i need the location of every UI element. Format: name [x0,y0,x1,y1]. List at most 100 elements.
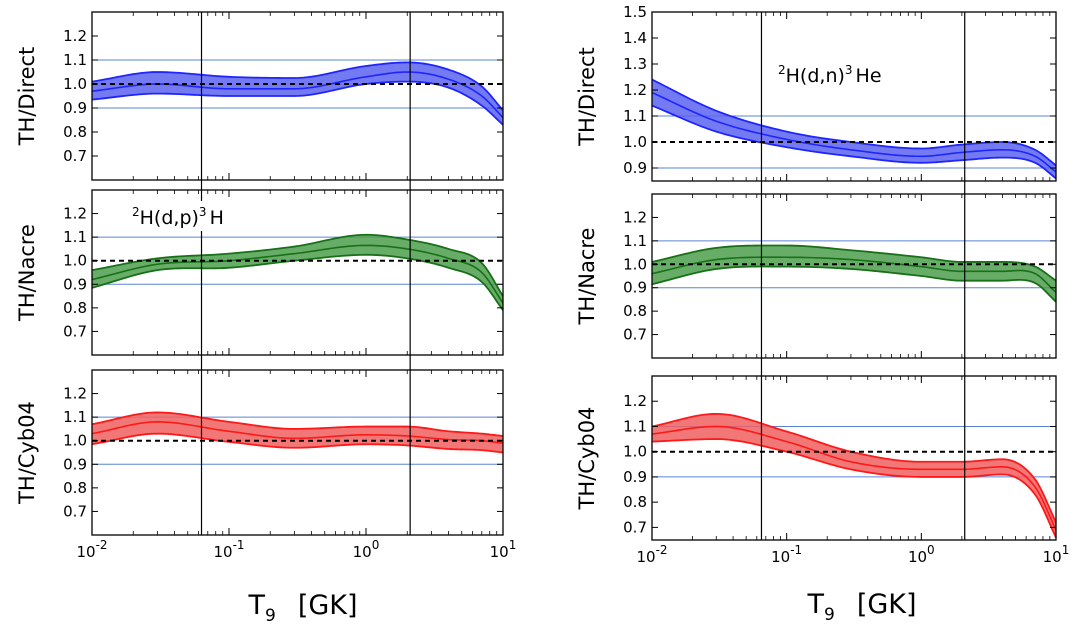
reaction-label: 2H(d,p)3 H [132,205,224,229]
band-lower-line [651,265,1057,303]
panel-frame [91,189,504,356]
x-tick-label: 101 [490,538,517,561]
x-tick-exponent: 1 [509,538,517,552]
y-tick-label: 1.2 [623,208,647,226]
x-tick-base: 10 [76,543,95,561]
uncertainty-band [92,62,503,125]
reaction-superscript: 2 [132,205,140,219]
y-tick-label: 1.1 [63,228,87,246]
uncertainty-band [652,413,1056,538]
y-tick-label: 1.2 [63,27,87,45]
y-tick-label: 0.7 [623,326,647,344]
uncertainty-band [652,79,1056,179]
y-tick-label: 0.9 [63,455,87,473]
y-tick-label: 1.1 [63,408,87,426]
band-upper-line [91,61,504,111]
panel-left-0: 0.7 0.8 0.9 1.0 1.1 1.2 TH/Direct [15,11,504,181]
reaction-label: 2H(d,n)3 He [778,63,882,87]
y-tick-label: 0.7 [63,147,87,165]
y-axis-label: TH/Direct [575,47,599,147]
x-axis-label-main: T [806,589,824,620]
y-tick-label: 1.2 [63,205,87,223]
panel-frame [91,369,504,536]
y-tick-label: 0.8 [63,479,87,497]
x-tick-label: 10-1 [771,543,802,566]
panel-frame [91,11,504,181]
band-lower-line [91,432,504,454]
x-axis-label-unit: [GK] [298,590,358,621]
x-tick-base: 10 [213,543,232,561]
x-tick-label: 10-1 [213,538,244,561]
x-tick-base: 10 [908,548,927,566]
chart-left: 0.7 0.8 0.9 1.0 1.1 1.2 TH/Direct 0.7 0.8 0.9 1.0 1… [15,11,517,626]
x-axis-label: T9 [GK] [247,590,357,626]
central-line [651,91,1057,173]
y-tick-label: 0.8 [63,123,87,141]
x-tick-exponent: 1 [1062,543,1070,557]
y-tick-label: 0.9 [623,279,647,297]
panel-left-2: 0.7 0.8 0.9 1.0 1.1 1.2 TH/Cyb04 [15,369,504,536]
x-axis-label-main: T [247,590,265,621]
y-tick-label: 1.5 [623,3,647,21]
y-tick-label: 1.1 [623,232,647,250]
x-tick-label: 10-2 [76,538,107,561]
y-tick-label: 0.7 [63,322,87,340]
y-tick-label: 0.9 [63,275,87,293]
panel-frame [651,375,1057,541]
y-tick-label: 1.0 [63,252,87,270]
central-line [651,256,1057,293]
x-tick-exponent: 0 [927,543,935,557]
band-upper-line [91,233,504,297]
reaction-text: He [856,65,882,87]
reaction-label-bg [128,201,276,231]
uncertainty-band [652,245,1056,302]
y-tick-label: 1.0 [623,443,647,461]
x-tick-exponent: -1 [233,538,245,552]
y-tick-label: 0.8 [623,493,647,511]
panel-right-2: 0.7 0.8 0.9 1.0 1.1 1.2 TH/Cyb04 [575,375,1057,541]
x-tick-exponent: -2 [656,543,668,557]
chart-right: 0.9 1.0 1.1 1.2 1.3 1.4 1.5 TH/Direct 0.7 0.8 0.9 1… [575,3,1069,625]
reaction-superscript: 3 [199,205,207,219]
x-tick-exponent: -2 [96,538,108,552]
x-tick-label: 101 [1043,543,1070,566]
uncertainty-band [92,234,503,311]
panel-left-1: 0.7 0.8 0.9 1.0 1.1 1.2 TH/Nacre [15,189,504,356]
band-upper-line [651,412,1057,523]
y-tick-label: 0.8 [63,299,87,317]
panel-right-1: 0.7 0.8 0.9 1.0 1.1 1.2 TH/Nacre [575,193,1057,359]
x-tick-base: 10 [353,543,372,561]
band-upper-line [91,411,504,437]
y-tick-label: 0.7 [623,518,647,536]
y-tick-label: 1.0 [63,75,87,93]
x-axis-label-unit: [GK] [857,589,917,620]
x-tick-base: 10 [771,548,790,566]
x-tick-exponent: -1 [790,543,802,557]
panel-right-0: 0.9 1.0 1.1 1.2 1.3 1.4 1.5 TH/Direct [575,3,1057,182]
x-tick-base: 10 [1043,548,1062,566]
y-tick-label: 1.0 [63,432,87,450]
x-tick-label: 10-2 [636,543,667,566]
panel-frame [651,11,1057,182]
x-axis-label: T9 [GK] [806,589,916,625]
y-tick-label: 0.9 [623,159,647,177]
y-axis-label: TH/Cyb04 [15,401,39,505]
band-lower-line [651,438,1057,538]
y-tick-label: 1.4 [623,29,647,47]
y-tick-label: 1.2 [623,81,647,99]
x-tick-exponent: 0 [372,538,380,552]
x-axis-label-subscript: 9 [824,605,835,625]
x-tick-base: 10 [490,543,509,561]
uncertainty-band [92,412,503,453]
central-line [91,244,504,304]
y-tick-label: 1.3 [623,55,647,73]
y-tick-label: 1.1 [623,107,647,125]
band-lower-line [91,253,504,311]
y-tick-label: 0.8 [623,302,647,320]
y-tick-label: 0.9 [623,468,647,486]
reaction-text: H(d,p) [140,207,199,229]
y-axis-label: TH/Direct [15,47,39,147]
panel-frame [651,193,1057,359]
y-tick-label: 1.1 [63,51,87,69]
x-tick-label: 100 [908,543,935,566]
